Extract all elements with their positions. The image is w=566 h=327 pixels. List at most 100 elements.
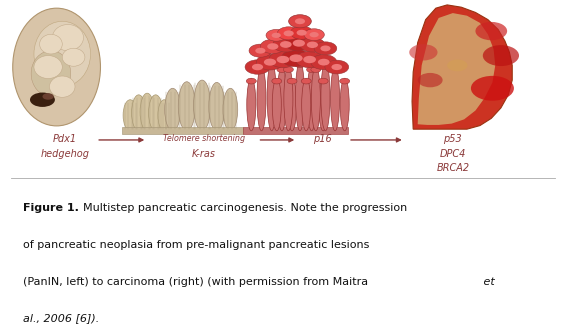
Circle shape [266, 29, 286, 41]
Ellipse shape [209, 82, 225, 131]
Text: BRCA2: BRCA2 [436, 164, 469, 173]
Ellipse shape [34, 21, 91, 87]
Ellipse shape [295, 62, 305, 131]
Circle shape [409, 44, 438, 60]
Text: Telomere shortening: Telomere shortening [162, 134, 245, 144]
Circle shape [475, 22, 507, 40]
Ellipse shape [40, 34, 62, 54]
Circle shape [277, 27, 300, 40]
Circle shape [301, 78, 311, 84]
Ellipse shape [277, 67, 286, 131]
Circle shape [264, 59, 276, 66]
Circle shape [252, 64, 263, 70]
Ellipse shape [331, 67, 340, 131]
Ellipse shape [34, 56, 62, 78]
Text: K-ras: K-ras [192, 149, 216, 159]
Ellipse shape [311, 67, 320, 131]
Circle shape [272, 33, 281, 38]
Ellipse shape [165, 88, 181, 131]
PathPatch shape [412, 5, 512, 129]
Circle shape [318, 59, 329, 65]
Circle shape [272, 78, 282, 84]
Circle shape [325, 60, 349, 74]
Circle shape [307, 67, 316, 72]
Circle shape [311, 67, 321, 72]
Circle shape [246, 78, 256, 84]
Bar [122, 127, 243, 134]
Ellipse shape [223, 88, 238, 131]
Ellipse shape [178, 82, 195, 131]
Circle shape [280, 41, 291, 48]
Ellipse shape [158, 100, 170, 131]
Ellipse shape [247, 78, 256, 131]
Circle shape [290, 26, 313, 39]
Circle shape [320, 45, 331, 51]
Circle shape [269, 51, 297, 68]
Circle shape [314, 42, 337, 55]
Circle shape [256, 54, 284, 70]
Circle shape [42, 93, 54, 100]
Ellipse shape [288, 78, 297, 131]
Ellipse shape [340, 78, 349, 131]
Text: DPC4: DPC4 [440, 149, 466, 159]
Circle shape [297, 30, 307, 36]
Circle shape [249, 44, 272, 57]
Ellipse shape [131, 95, 146, 131]
Text: of pancreatic neoplasia from pre-malignant pancreatic lesions: of pancreatic neoplasia from pre-maligna… [23, 240, 369, 250]
Text: p16: p16 [313, 134, 332, 144]
Ellipse shape [50, 76, 75, 97]
Circle shape [260, 39, 285, 54]
Circle shape [340, 78, 350, 84]
Circle shape [295, 18, 305, 24]
Circle shape [284, 30, 294, 36]
Circle shape [330, 67, 340, 72]
Text: Figure 1.: Figure 1. [23, 203, 79, 214]
Circle shape [285, 35, 312, 51]
Ellipse shape [321, 62, 330, 131]
Circle shape [318, 78, 328, 84]
Circle shape [277, 56, 289, 63]
Circle shape [483, 45, 519, 66]
Text: p53: p53 [443, 134, 462, 144]
Ellipse shape [52, 25, 84, 51]
Ellipse shape [302, 78, 311, 131]
Circle shape [295, 62, 305, 68]
Circle shape [289, 15, 311, 28]
Circle shape [284, 67, 293, 72]
Text: (PanIN, left) to carcinoma (right) (with permission from Maitra: (PanIN, left) to carcinoma (right) (with… [23, 277, 368, 287]
Ellipse shape [140, 93, 154, 131]
Circle shape [303, 56, 316, 63]
Text: Pdx1: Pdx1 [53, 134, 77, 144]
Circle shape [289, 54, 303, 62]
Circle shape [255, 48, 265, 54]
Circle shape [287, 78, 297, 84]
Text: hedgehog: hedgehog [41, 149, 89, 159]
Circle shape [256, 67, 267, 72]
Ellipse shape [148, 95, 163, 131]
Circle shape [267, 43, 278, 50]
Circle shape [295, 51, 324, 68]
Circle shape [277, 67, 287, 72]
PathPatch shape [418, 13, 495, 125]
Circle shape [245, 60, 270, 74]
Ellipse shape [194, 80, 211, 131]
Circle shape [447, 60, 468, 71]
Ellipse shape [62, 48, 85, 66]
Circle shape [418, 73, 443, 87]
Ellipse shape [123, 100, 137, 131]
Ellipse shape [319, 78, 328, 131]
Circle shape [307, 42, 318, 48]
Circle shape [310, 32, 319, 37]
Circle shape [30, 93, 55, 107]
Ellipse shape [307, 67, 316, 131]
Ellipse shape [267, 62, 276, 131]
Text: al., 2006 [6]).: al., 2006 [6]). [23, 313, 99, 323]
Circle shape [281, 50, 311, 67]
Circle shape [332, 64, 342, 70]
Circle shape [304, 29, 324, 41]
Circle shape [273, 37, 299, 52]
Circle shape [267, 62, 277, 68]
Text: et: et [480, 277, 495, 287]
Ellipse shape [284, 67, 293, 131]
Ellipse shape [31, 51, 71, 96]
